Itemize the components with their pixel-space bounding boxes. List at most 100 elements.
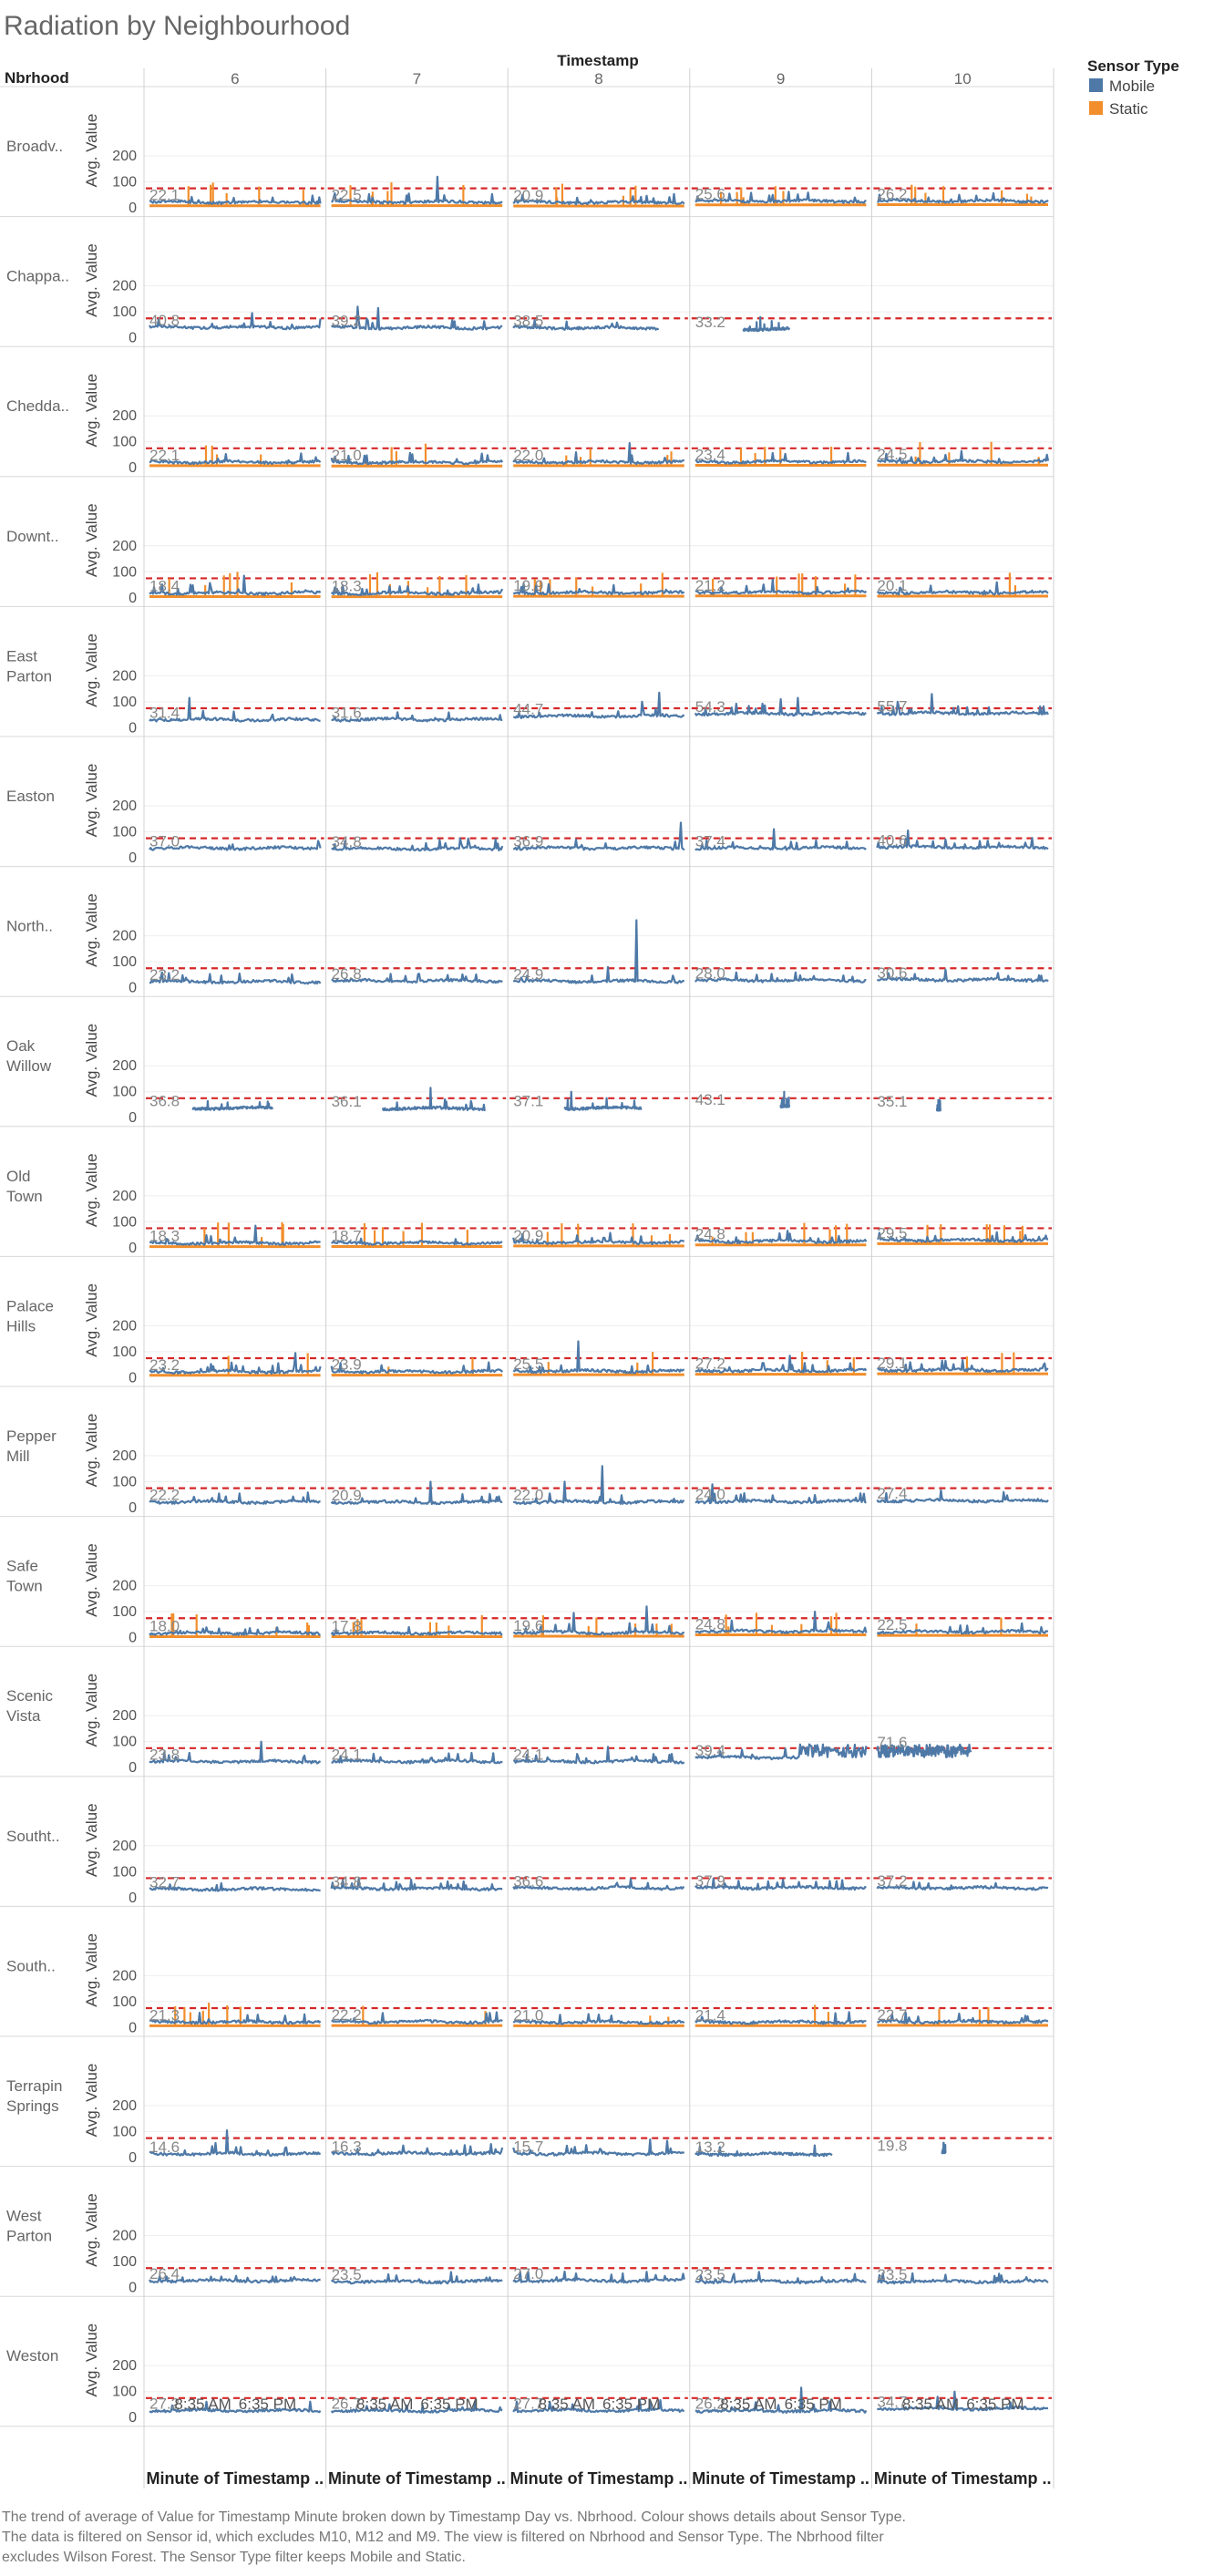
mobile-series-line	[149, 194, 322, 205]
row-label: West	[6, 2208, 42, 2225]
mobile-series-line	[330, 1480, 503, 1506]
y-tick-label: 100	[112, 1994, 137, 2010]
data-label: 36.9	[513, 832, 543, 850]
mobile-series-line	[877, 2272, 1049, 2285]
data-label: 22.1	[149, 187, 180, 204]
y-tick-label: 100	[112, 304, 137, 320]
data-label: 19.9	[513, 577, 543, 594]
data-label: 32.7	[149, 1873, 180, 1891]
row-label: East	[6, 647, 37, 665]
y-tick-label: 100	[112, 1735, 137, 1750]
y-tick-label: 0	[129, 981, 137, 996]
data-label: 14.6	[149, 2138, 180, 2156]
mobile-series-line	[876, 1622, 1049, 1635]
data-label: 20.9	[513, 1227, 543, 1244]
data-label: 37.0	[149, 832, 180, 850]
mobile-series-line	[876, 693, 1049, 716]
y-axis-title: Avg. Value	[83, 1674, 100, 1747]
mobile-series-line	[149, 2129, 322, 2158]
data-label: 28.0	[695, 965, 725, 983]
mobile-series-line	[694, 2144, 833, 2158]
data-label: 37.1	[513, 1093, 543, 1110]
mobile-series-line	[149, 2012, 322, 2025]
data-label: 27.2	[695, 1355, 725, 1373]
y-tick-label: 100	[112, 2385, 137, 2400]
data-label: 36.1	[332, 1093, 362, 1110]
data-label: 31.6	[332, 704, 362, 721]
mobile-series-line	[694, 1355, 868, 1374]
data-label: 18.7	[332, 1227, 362, 1244]
y-tick-label: 200	[112, 1968, 137, 1984]
data-label: 36.8	[149, 1093, 180, 1110]
data-label: 34.7	[877, 2393, 907, 2410]
y-tick-label: 200	[112, 1708, 137, 1724]
y-tick-label: 100	[112, 2254, 137, 2270]
x-tick-label: 8:35 AM	[174, 2396, 231, 2413]
y-tick-label: 0	[129, 201, 137, 216]
data-label: 21.0	[332, 447, 362, 464]
row-label: Parton	[6, 667, 52, 685]
y-axis-title: Avg. Value	[83, 1543, 100, 1617]
y-tick-label: 0	[129, 2410, 137, 2426]
y-tick-label: 200	[112, 539, 137, 554]
data-label: 37.4	[695, 832, 725, 850]
mobile-series-line	[694, 1483, 867, 1505]
data-label: 35.1	[877, 1093, 907, 1110]
data-label: 21.2	[695, 577, 725, 594]
y-tick-label: 100	[112, 1085, 137, 1100]
legend-label-mobile: Mobile	[1109, 77, 1155, 95]
y-tick-label: 0	[129, 1891, 137, 1906]
data-label: 37.2	[877, 1872, 907, 1890]
mobile-series-line	[330, 451, 504, 466]
y-axis-title: Avg. Value	[83, 503, 100, 577]
data-label: 24.5	[877, 446, 907, 463]
data-label: 40.8	[149, 312, 180, 329]
y-tick-label: 0	[129, 1241, 137, 1256]
mobile-series-line	[149, 1224, 321, 1246]
row-label: Weston	[6, 2347, 58, 2365]
mobile-series-line	[330, 1877, 503, 1892]
mobile-series-line	[694, 2271, 867, 2285]
y-tick-label: 0	[129, 1110, 137, 1126]
y-tick-label: 200	[112, 2358, 137, 2374]
mobile-series-line	[331, 973, 503, 984]
row-label: Mill	[6, 1448, 30, 1465]
data-label: 22.5	[877, 1616, 907, 1633]
mobile-series-line	[512, 318, 660, 331]
data-label: 24.8	[695, 1616, 725, 1633]
y-tick-label: 0	[129, 1370, 137, 1386]
row-label: Terrapin	[6, 2077, 62, 2095]
mobile-series-line	[512, 2270, 685, 2284]
row-header: Nbrhood	[5, 69, 69, 87]
data-label: 71.6	[877, 1734, 907, 1751]
mobile-series-line	[694, 2011, 867, 2025]
x-tick-label: 8:35 AM	[720, 2396, 777, 2413]
y-axis-title: Avg. Value	[83, 1414, 100, 1488]
legend: Sensor Type Mobile Static	[1087, 57, 1179, 118]
y-tick-label: 0	[129, 1760, 137, 1776]
mobile-series-line	[331, 175, 503, 205]
data-label: 30.6	[877, 964, 907, 982]
footer-line-1: The trend of average of Value for Timest…	[2, 2509, 906, 2525]
y-tick-label: 200	[112, 408, 137, 424]
data-label: 22.5	[332, 187, 362, 204]
y-tick-label: 0	[129, 2281, 137, 2296]
mobile-series-line	[330, 2400, 503, 2414]
mobile-series-line	[512, 1746, 685, 1765]
data-label: 27.7	[513, 2395, 543, 2412]
y-axis-title: Avg. Value	[83, 1153, 100, 1227]
y-tick-label: 200	[112, 2229, 137, 2244]
data-label: 20.1	[877, 577, 907, 594]
mobile-series-line	[331, 1751, 503, 1765]
column-label: 10	[954, 70, 972, 88]
row-label: Pepper	[6, 1427, 57, 1445]
mobile-series-line	[149, 1881, 321, 1892]
mobile-series-line	[935, 1098, 941, 1112]
data-label: 17.8	[332, 1618, 362, 1635]
mobile-series-line	[876, 968, 1049, 984]
mobile-series-line	[330, 1625, 503, 1636]
y-tick-label: 200	[112, 929, 137, 944]
mobile-series-line	[941, 2141, 947, 2155]
y-tick-label: 200	[112, 149, 137, 164]
